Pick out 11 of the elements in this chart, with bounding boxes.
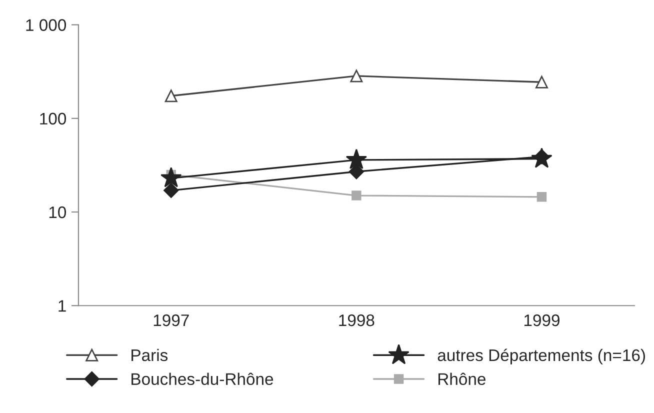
legend-label: Paris [132, 348, 168, 362]
x-tick-label: 1997 [154, 314, 189, 326]
y-tick-label: 10 [49, 206, 66, 218]
legend-label: Bouches-du-Rhône [132, 372, 274, 386]
y-tick-label: 1 000 [26, 19, 66, 31]
legend-label: Rhône [438, 372, 486, 386]
x-tick-label: 1998 [339, 314, 374, 326]
y-tick-label: 1 [58, 300, 66, 312]
legend-label: autres Départements (n=16) [438, 348, 645, 364]
x-tick-label: 1999 [524, 314, 560, 326]
y-tick-label: 100 [40, 112, 66, 125]
